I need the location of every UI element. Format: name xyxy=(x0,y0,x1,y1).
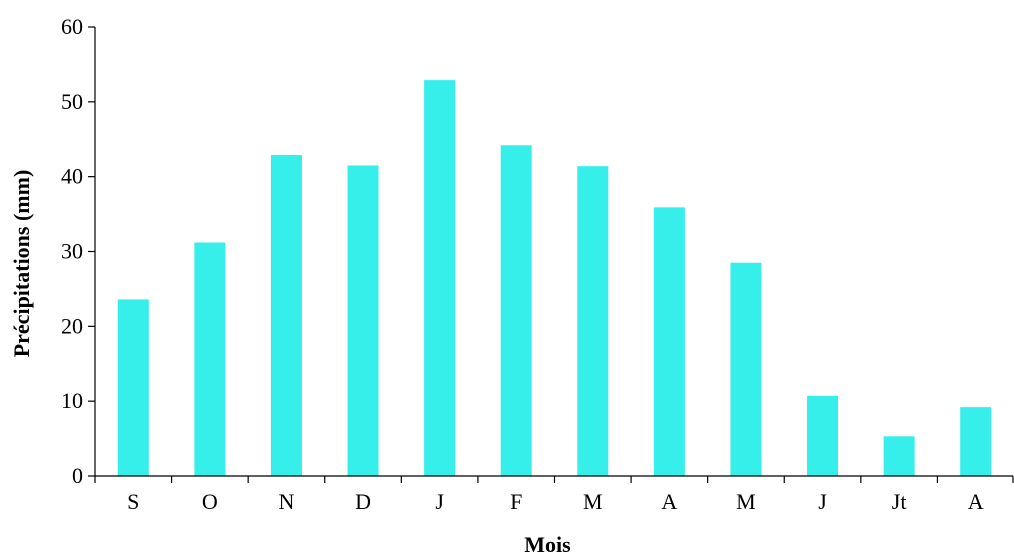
x-tick-label-5-F: F xyxy=(510,489,522,514)
x-tick-label-10-Jt: Jt xyxy=(892,489,907,514)
x-tick-label-6-M: M xyxy=(583,489,603,514)
bar-8-M xyxy=(730,262,762,476)
bar-7-A xyxy=(653,207,685,476)
bars-layer xyxy=(117,80,992,477)
bar-9-J xyxy=(807,395,839,476)
y-tick-label-60: 60 xyxy=(61,14,83,39)
x-ticks-layer: S O N D J F M A M J Jt A xyxy=(94,476,1014,514)
bar-11-A xyxy=(960,407,992,476)
x-tick-label-4-J: J xyxy=(435,489,444,514)
y-tick-label-30: 30 xyxy=(61,239,83,264)
y-axis-title: Précipitations (mm) xyxy=(9,170,34,358)
x-tick-label-0-S: S xyxy=(127,489,139,514)
x-tick-label-3-D: D xyxy=(355,489,371,514)
bar-5-F xyxy=(500,145,532,477)
bar-2-N xyxy=(270,154,302,476)
x-tick-label-9-J: J xyxy=(818,489,827,514)
y-tick-label-50: 50 xyxy=(61,89,83,114)
x-tick-label-1-O: O xyxy=(202,489,218,514)
y-tick-label-0: 0 xyxy=(72,463,83,488)
y-tick-label-40: 40 xyxy=(61,164,83,189)
x-tick-label-11-A: A xyxy=(968,489,984,514)
x-tick-label-7-A: A xyxy=(661,489,677,514)
bar-10-Jt xyxy=(883,436,915,476)
y-tick-label-20: 20 xyxy=(61,313,83,338)
y-ticks-layer: 0 10 20 30 40 50 60 xyxy=(61,14,95,488)
axes-layer xyxy=(94,27,1013,477)
bar-4-J xyxy=(424,80,456,476)
x-tick-label-8-M: M xyxy=(736,489,756,514)
x-axis-title: Mois xyxy=(524,532,571,557)
bar-0-S xyxy=(117,299,149,476)
bar-3-D xyxy=(347,165,379,476)
bar-1-O xyxy=(194,242,226,476)
bar-6-M xyxy=(577,166,609,476)
y-tick-label-10: 10 xyxy=(61,388,83,413)
x-tick-label-2-N: N xyxy=(279,489,295,514)
